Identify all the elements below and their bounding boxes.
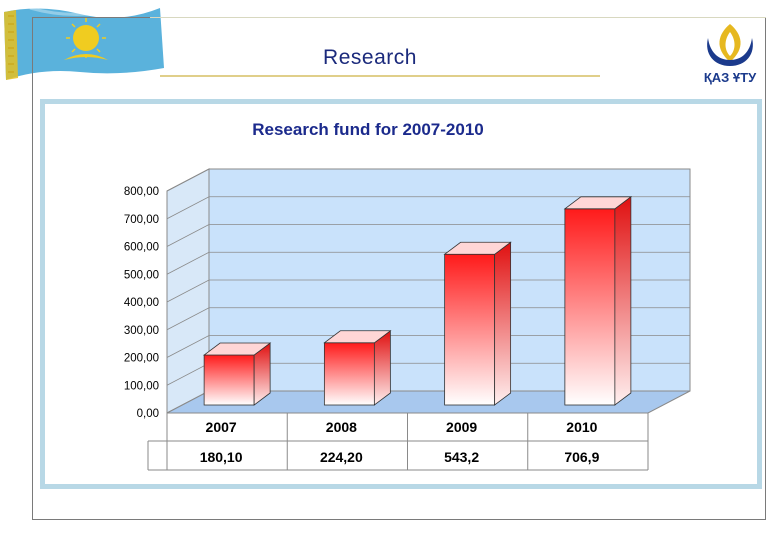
kazakhstan-flag [0,2,170,84]
data-label: 543,2 [444,449,479,465]
y-tick-label: 800,00 [124,186,159,198]
bar-side-2010 [614,196,632,406]
logo-text: ҚАЗ ҰТУ [704,70,757,85]
gridline [166,335,690,358]
x-tick-label: 2008 [326,419,357,435]
gridline [166,196,690,220]
bar-2008 [323,342,375,406]
title-underline [160,75,600,77]
x-tick-label: 2007 [206,419,237,435]
bar-top-2009 [443,241,512,255]
data-label: 706,9 [564,449,599,465]
bar-top-2007 [202,342,272,356]
bar-side-2008 [373,329,391,406]
bar-2009 [444,253,496,406]
y-tick-label: 0,00 [137,408,159,420]
gridline [166,307,690,331]
bar-2007 [203,354,255,406]
y-tick-label: 400,00 [124,297,159,309]
slide-frame-top-edge [150,17,766,18]
gridline [166,224,690,247]
bar-side-2009 [494,241,512,406]
gridline [166,168,690,192]
y-tick-label: 500,00 [124,269,159,281]
y-tick-label: 600,00 [124,242,159,254]
y-tick-label: 200,00 [124,353,159,365]
data-label: 180,10 [200,449,243,465]
bar-top-2010 [563,196,633,210]
gridline [166,251,690,275]
x-tick-label: 2010 [566,419,597,435]
gridline [166,279,690,303]
bar-2010 [564,208,616,406]
data-label: 224,20 [320,449,363,465]
y-tick-label: 300,00 [124,325,159,337]
x-tick-label: 2009 [446,419,477,435]
bar-top-2008 [323,330,392,344]
chart-title: Research fund for 2007-2010 [252,120,484,139]
y-tick-label: 700,00 [124,214,159,226]
university-logo: ҚАЗ ҰТУ [694,20,766,90]
page-title: Research [323,46,417,69]
y-tick-label: 100,00 [124,380,159,392]
